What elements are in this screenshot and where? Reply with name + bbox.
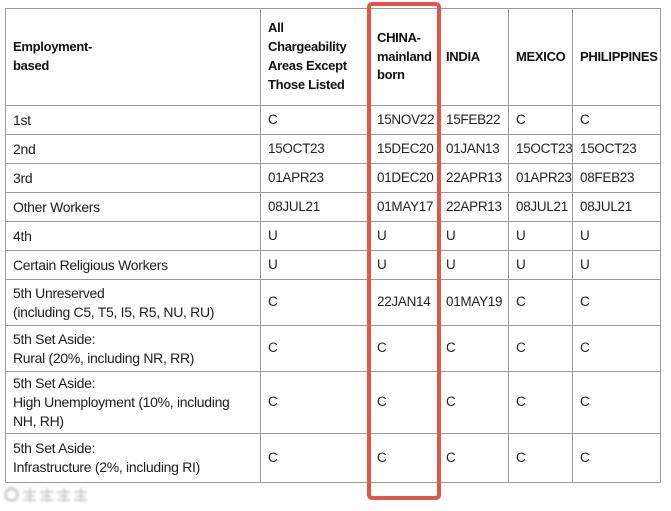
watermark-glyph	[74, 487, 87, 502]
column-header-all-chargeability: All Chargeability Areas Except Those Lis…	[260, 8, 370, 106]
header-row: Employment- based All Chargeability Area…	[5, 8, 661, 106]
table-row: 1st C 15NOV22 15FEB22 C C	[5, 105, 661, 135]
table-body: 1st C 15NOV22 15FEB22 C C 2nd 15OCT23 15DEC20 01J…	[5, 105, 661, 483]
value-cell: U	[438, 221, 509, 251]
table-row: 5th Unreserved (including C5, T5, I5, R5…	[5, 279, 661, 326]
column-header-philippines: PHILIPPINES	[572, 8, 661, 106]
watermark	[4, 487, 87, 502]
value-cell: 08FEB23	[572, 163, 661, 193]
value-cell: C	[260, 432, 370, 483]
value-cell: C	[260, 325, 370, 372]
table-row: 4th U U U U U	[5, 221, 661, 251]
table-row: 5th Set Aside: High Unemployment (10%, i…	[5, 371, 661, 434]
column-header-mexico: MEXICO	[508, 8, 573, 106]
value-cell: 01MAY19	[438, 279, 509, 326]
value-cell: 01APR23	[508, 163, 573, 193]
table-row: 5th Set Aside: Infrastructure (2%, inclu…	[5, 432, 661, 483]
row-label: Certain Religious Workers	[5, 250, 261, 280]
value-cell: C	[369, 325, 439, 372]
value-cell: U	[369, 221, 439, 251]
value-cell: C	[369, 432, 439, 483]
value-cell: C	[260, 279, 370, 326]
table-header: Employment- based All Chargeability Area…	[5, 8, 661, 106]
value-cell: U	[260, 250, 370, 280]
column-header-china-mainland-born: CHINA-mainland born	[369, 8, 439, 106]
value-cell: 15OCT23	[572, 134, 661, 164]
value-cell: 22JAN14	[369, 279, 439, 326]
table-row: 3rd 01APR23 01DEC20 22APR13 01APR23 08FEB23	[5, 163, 661, 193]
row-label: 5th Set Aside: Infrastructure (2%, inclu…	[5, 432, 261, 483]
column-header-india: INDIA	[438, 8, 509, 106]
value-cell: 08JUL21	[572, 192, 661, 222]
table-row: 2nd 15OCT23 15DEC20 01JAN13 15OCT23 15OCT23	[5, 134, 661, 164]
value-cell: C	[260, 105, 370, 135]
value-cell: 01APR23	[260, 163, 370, 193]
value-cell: C	[369, 371, 439, 434]
table-row: 5th Set Aside: Rural (20%, including NR,…	[5, 325, 661, 372]
value-cell: 15OCT23	[508, 134, 573, 164]
value-cell: U	[369, 250, 439, 280]
value-cell: C	[508, 105, 573, 135]
table-row: Other Workers 08JUL21 01MAY17 22APR13 08JUL2…	[5, 192, 661, 222]
value-cell: 22APR13	[438, 192, 509, 222]
value-cell: C	[572, 105, 661, 135]
value-cell: U	[508, 221, 573, 251]
value-cell: C	[572, 325, 661, 372]
value-cell: 15OCT23	[260, 134, 370, 164]
watermark-glyph	[57, 487, 70, 502]
value-cell: 15DEC20	[369, 134, 439, 164]
value-cell: 01JAN13	[438, 134, 509, 164]
column-header-employment-based: Employment- based	[5, 8, 261, 106]
value-cell: 22APR13	[438, 163, 509, 193]
row-label: 1st	[5, 105, 261, 135]
value-cell: U	[572, 221, 661, 251]
value-cell: C	[438, 371, 509, 434]
value-cell: 15FEB22	[438, 105, 509, 135]
value-cell: U	[260, 221, 370, 251]
row-label: 5th Unreserved (including C5, T5, I5, R5…	[5, 279, 261, 326]
value-cell: C	[572, 371, 661, 434]
row-label: 4th	[5, 221, 261, 251]
row-label: Other Workers	[5, 192, 261, 222]
value-cell: C	[508, 325, 573, 372]
value-cell: C	[438, 325, 509, 372]
value-cell: C	[508, 279, 573, 326]
watermark-glyph	[23, 487, 36, 502]
value-cell: C	[508, 432, 573, 483]
value-cell: C	[572, 432, 661, 483]
value-cell: 08JUL21	[260, 192, 370, 222]
row-label: 5th Set Aside: High Unemployment (10%, i…	[5, 371, 261, 434]
row-label: 3rd	[5, 163, 261, 193]
value-cell: C	[260, 371, 370, 434]
row-label: 2nd	[5, 134, 261, 164]
value-cell: U	[438, 250, 509, 280]
value-cell: C	[438, 432, 509, 483]
table-row: Certain Religious Workers U U U U U	[5, 250, 661, 280]
watermark-glyph	[40, 487, 53, 502]
employment-based-final-action-dates-table: Employment- based All Chargeability Area…	[5, 8, 661, 483]
value-cell: 01MAY17	[369, 192, 439, 222]
value-cell: U	[572, 250, 661, 280]
value-cell: 01DEC20	[369, 163, 439, 193]
value-cell: 15NOV22	[369, 105, 439, 135]
value-cell: U	[508, 250, 573, 280]
value-cell: C	[508, 371, 573, 434]
value-cell: 08JUL21	[508, 192, 573, 222]
row-label: 5th Set Aside: Rural (20%, including NR,…	[5, 325, 261, 372]
watermark-logo-icon	[4, 487, 19, 502]
value-cell: C	[572, 279, 661, 326]
